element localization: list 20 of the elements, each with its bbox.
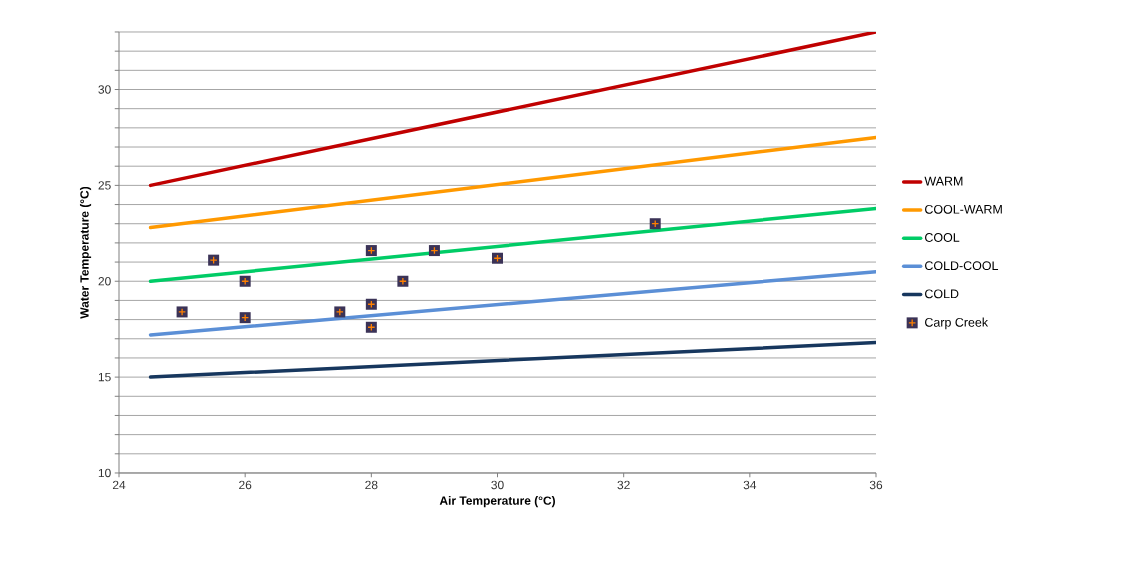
legend-label: WARM [924,176,963,186]
x-tick-label: 36 [869,480,883,490]
legend-label: COLD [925,289,959,299]
x-tick-label: 32 [617,480,630,490]
y-tick-label: 10 [98,468,111,478]
y-tick-label: 25 [98,181,111,190]
x-tick-label: 34 [743,480,757,490]
x-tick-label: 24 [112,480,126,490]
y-tick-label: 20 [98,277,111,286]
y-tick-label: 30 [98,85,111,94]
y-axis-title: Water Temperature (°C) [79,186,92,319]
x-tick-label: 28 [365,480,378,490]
legend-label: COOL-WARM [925,204,1002,214]
x-tick-label: 30 [491,480,504,490]
legend-label: Carp Creek [925,317,989,330]
legend-label: COLD-COOL [925,261,999,271]
legend-label: COOL [925,233,960,242]
x-axis-title: Air Temperature (°C) [439,496,555,508]
y-tick-label: 15 [98,372,111,382]
x-tick-label: 26 [239,480,252,490]
